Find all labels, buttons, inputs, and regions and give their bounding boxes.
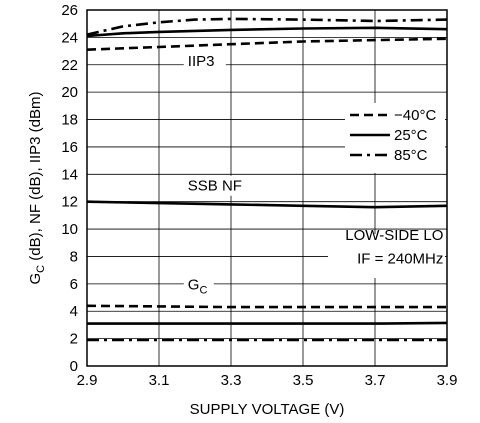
- legend-label: 25°C: [394, 127, 428, 144]
- y-axis-label-main: G: [27, 273, 44, 285]
- y-tick-label: 12: [61, 194, 78, 211]
- series-iip3-85-c: [86, 17, 448, 36]
- curve-label-bg: [183, 175, 243, 196]
- series-layer: [86, 17, 448, 342]
- legend: −40°C 25°C 85°C: [345, 103, 445, 173]
- x-tick-label: 3.9: [437, 372, 458, 389]
- x-tick-label: 3.3: [221, 372, 242, 389]
- plot-frame: [86, 9, 448, 367]
- y-axis-label-sub: C: [35, 265, 47, 273]
- curve-label-gc-sub: C: [199, 284, 207, 296]
- y-tick-label: 24: [61, 29, 78, 46]
- y-tick-label: 6: [70, 276, 78, 293]
- curve-label-gc: GC: [188, 276, 208, 296]
- x-tick-label: 3.5: [293, 372, 314, 389]
- legend-label: 85°C: [394, 147, 428, 164]
- curve-label-gc-main: G: [188, 276, 200, 293]
- y-tick-label: 4: [70, 303, 78, 320]
- y-tick-label: 0: [70, 358, 78, 375]
- labels-layer: IIP3 SSB NF GC LOW-SIDE LO IF = 240MHz: [183, 51, 445, 297]
- series-gc-25-c: [87, 321, 448, 325]
- x-tick-label: 2.9: [77, 372, 98, 389]
- curve-label-bg: [183, 51, 226, 72]
- series-ssb-nf: [86, 200, 448, 209]
- ticks-layer: 2.9 3.1 3.3 3.5 3.7 3.90246810121416182022242…: [61, 2, 457, 389]
- curve-label-bg: [183, 274, 214, 297]
- curve-label-ssb-nf: SSB NF: [188, 178, 242, 195]
- x-tick-label: 3.1: [149, 372, 170, 389]
- y-tick-label: 10: [61, 221, 78, 238]
- y-tick-label: 14: [61, 166, 78, 183]
- y-tick-label: 20: [61, 84, 78, 101]
- y-tick-label: 16: [61, 139, 78, 156]
- series-gc-40-c: [86, 304, 447, 309]
- x-tick-label: 3.7: [365, 372, 386, 389]
- y-tick-label: 2: [70, 331, 78, 348]
- series-iip3-25-c: [86, 26, 448, 38]
- y-tick-label: 8: [70, 248, 78, 265]
- series-iip3-40-c: [86, 37, 448, 51]
- annotation-bg: [328, 234, 445, 278]
- y-axis-label-rest: (dB), NF (dB), IIP3 (dBm): [27, 92, 44, 265]
- annotation-low-side-lo: LOW-SIDE LO: [345, 227, 443, 244]
- legend-label: −40°C: [394, 107, 436, 124]
- y-tick-label: 26: [61, 2, 78, 19]
- x-axis-label: SUPPLY VOLTAGE (V): [190, 401, 345, 418]
- legend-bg: [345, 103, 445, 173]
- annotation-if-240mhz: IF = 240MHz: [357, 250, 443, 267]
- y-axis-label: GC (dB), NF (dB), IIP3 (dBm): [27, 92, 47, 285]
- y-tick-label: 22: [61, 57, 78, 74]
- y-tick-label: 18: [61, 112, 78, 129]
- grid: [86, 9, 448, 367]
- curve-label-iip3: IIP3: [188, 53, 215, 70]
